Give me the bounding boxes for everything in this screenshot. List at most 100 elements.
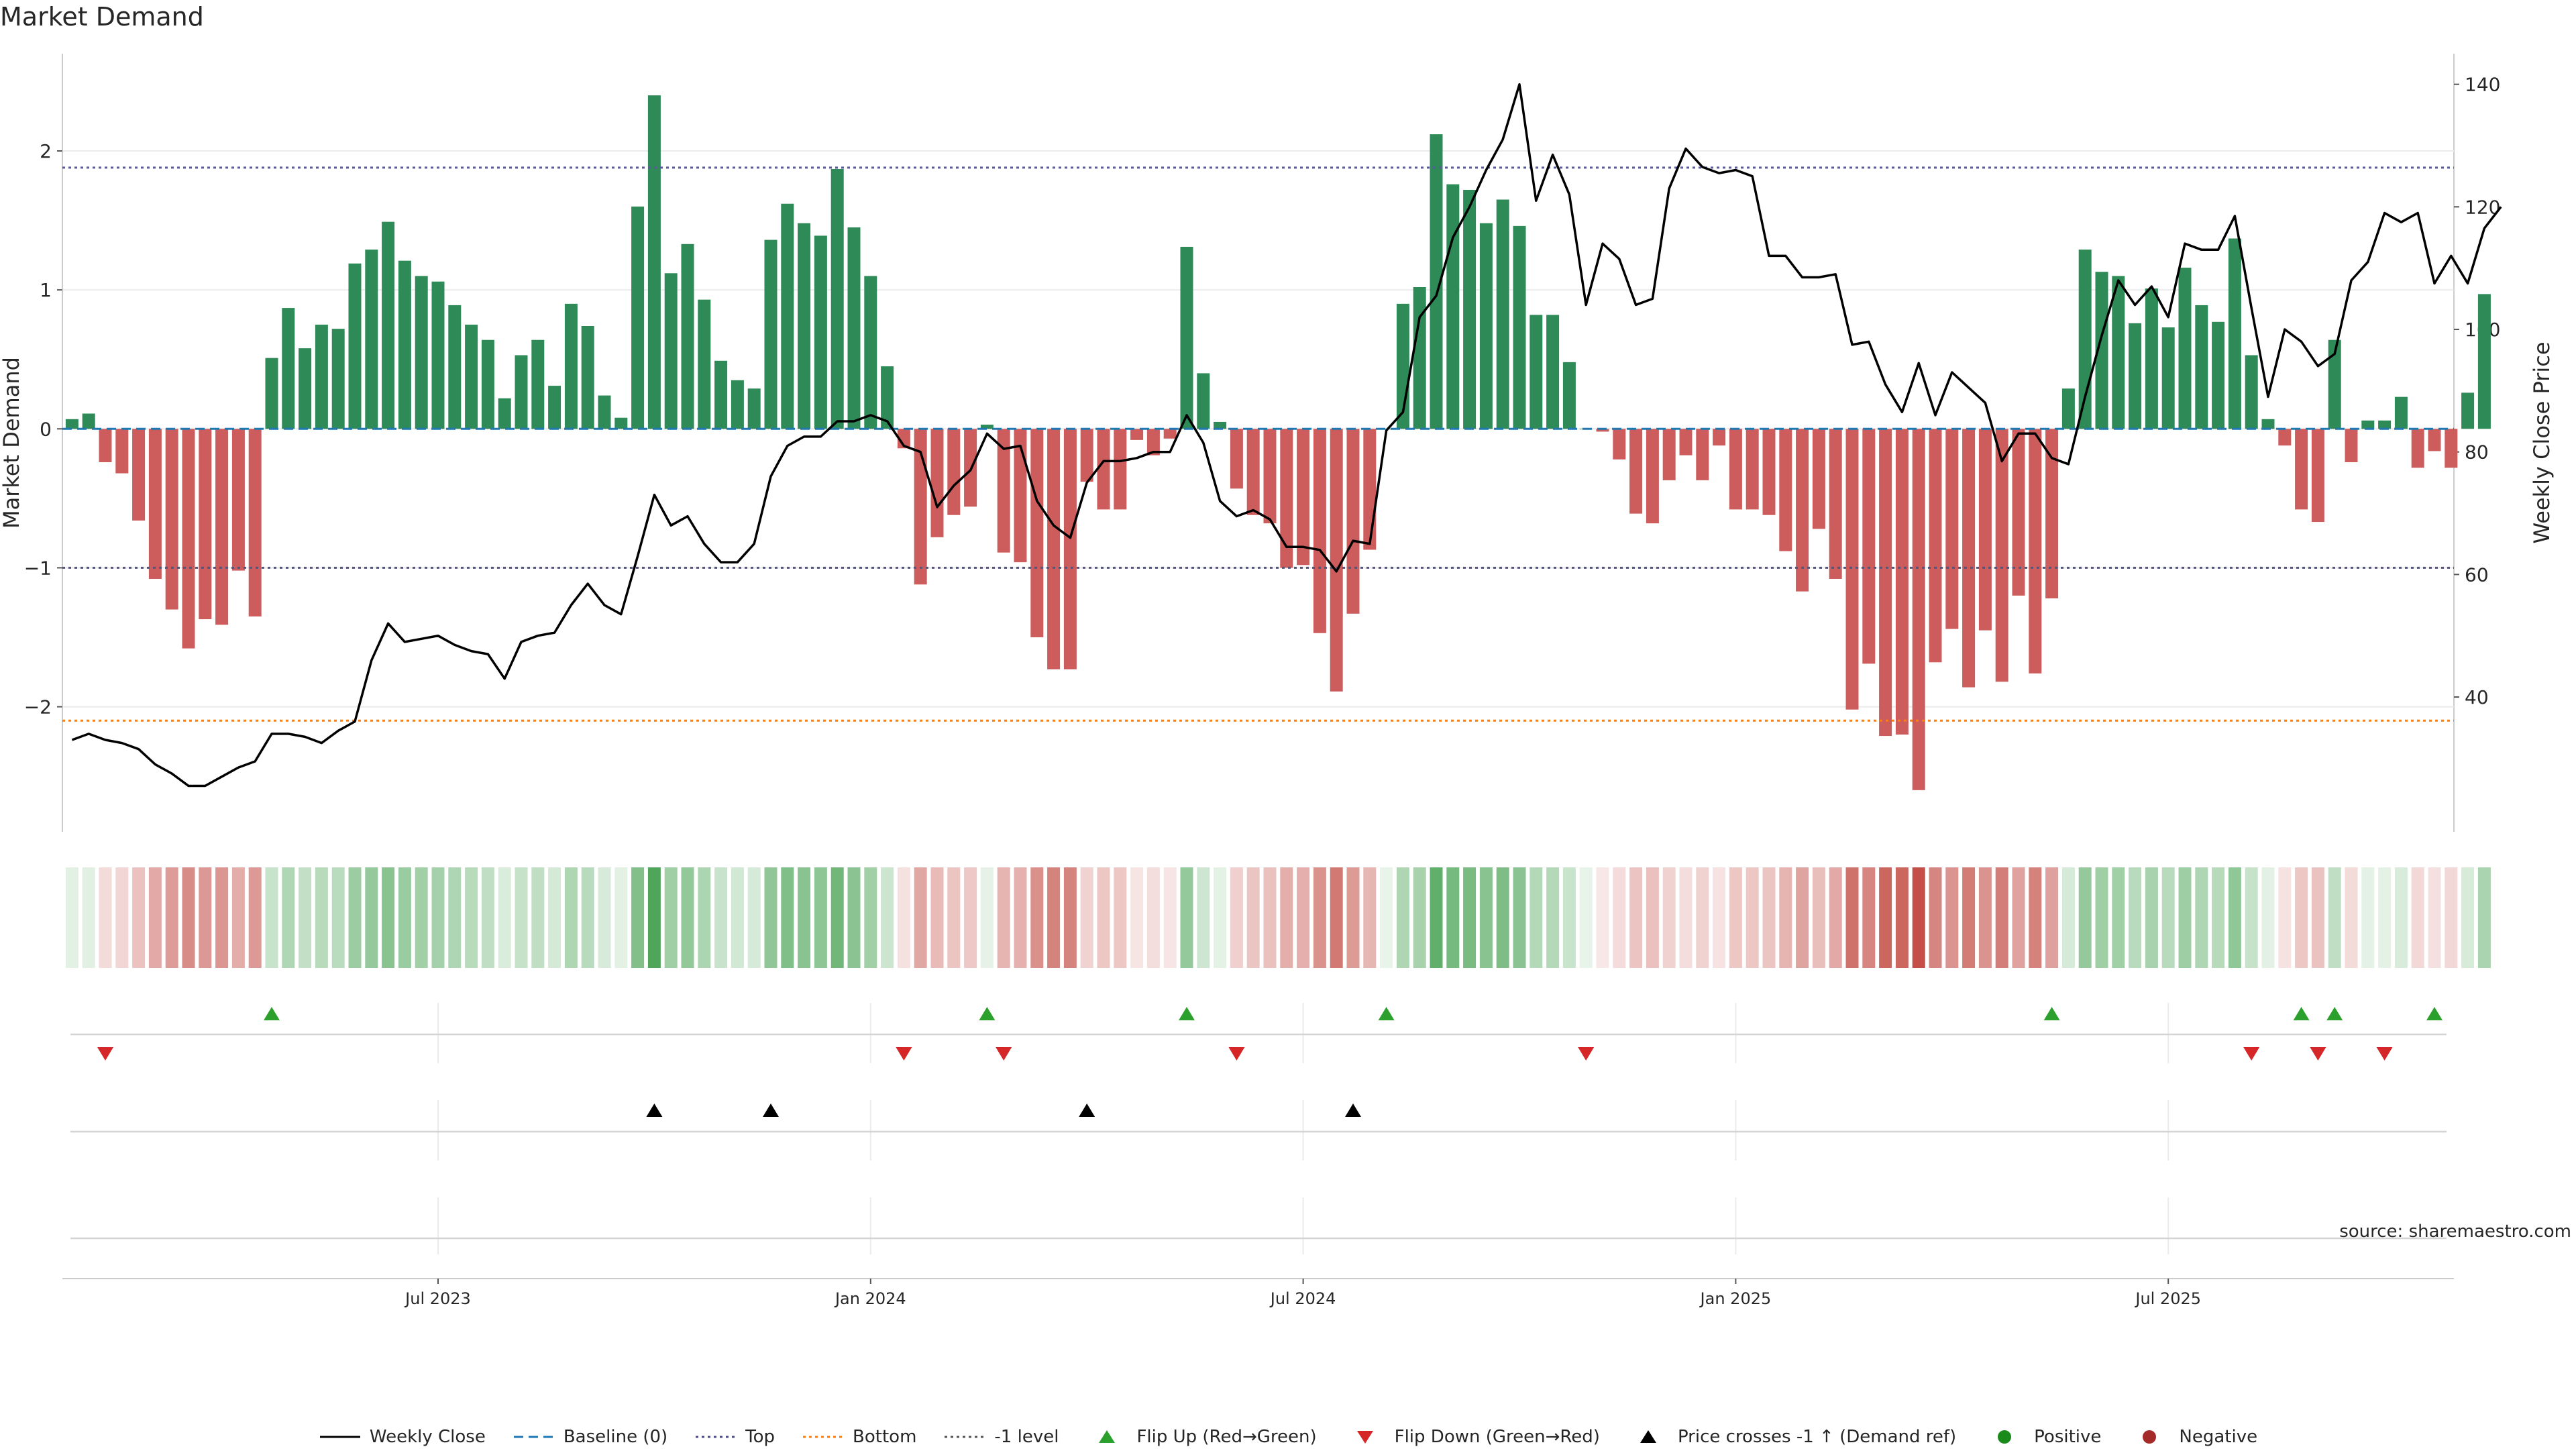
demand-bar xyxy=(1163,429,1177,439)
intensity-cell xyxy=(2178,867,2192,968)
intensity-cell xyxy=(1246,867,1260,968)
flip-up-marker xyxy=(264,1007,280,1020)
intensity-cell xyxy=(465,867,478,968)
demand-bar xyxy=(2411,429,2424,468)
demand-bar xyxy=(148,429,162,579)
demand-bar xyxy=(398,260,411,429)
intensity-cell xyxy=(964,867,977,968)
demand-bar xyxy=(947,429,961,515)
demand-bar xyxy=(980,425,994,429)
intensity-cell xyxy=(1114,867,1127,968)
intensity-cell xyxy=(1662,867,1676,968)
intensity-cell xyxy=(581,867,594,968)
intensity-cell xyxy=(1729,867,1742,968)
intensity-cell xyxy=(99,867,112,968)
intensity-cell xyxy=(1995,867,2008,968)
intensity-cell xyxy=(914,867,927,968)
demand-bar xyxy=(830,168,844,429)
intensity-cell xyxy=(1146,867,1160,968)
demand-bar xyxy=(1762,429,1776,515)
intensity-cell xyxy=(2328,867,2341,968)
intensity-cell xyxy=(1845,867,1859,968)
demand-bar xyxy=(2078,250,2092,429)
intensity-cell xyxy=(1197,867,1210,968)
demand-bar xyxy=(1463,190,1477,429)
x-tick-label: Jul 2024 xyxy=(1269,1289,1336,1308)
intensity-cell xyxy=(1696,867,1709,968)
intensity-cell xyxy=(1080,867,1093,968)
demand-bar xyxy=(1146,429,1160,455)
intensity-cell xyxy=(82,867,95,968)
intensity-cell xyxy=(2078,867,2092,968)
demand-bar xyxy=(82,413,95,429)
demand-bar xyxy=(2278,429,2292,446)
demand-bar xyxy=(531,339,545,429)
intensity-cell xyxy=(265,867,278,968)
demand-bar xyxy=(365,250,378,429)
intensity-cell xyxy=(614,867,628,968)
intensity-cell xyxy=(2477,867,2491,968)
intensity-cell xyxy=(1613,867,1626,968)
legend-swatch-icon xyxy=(513,1436,554,1438)
intensity-cell xyxy=(2045,867,2059,968)
demand-bar xyxy=(564,303,578,429)
demand-bar xyxy=(1080,429,1093,482)
intensity-cell xyxy=(1180,867,1193,968)
demand-bar xyxy=(2012,429,2025,596)
source-caption: source: sharemaestro.com xyxy=(2339,1222,2571,1242)
flip-up-marker xyxy=(979,1007,996,1020)
demand-bar xyxy=(1978,429,1992,631)
legend-item: Baseline (0) xyxy=(513,1427,667,1447)
demand-bar xyxy=(2361,420,2375,429)
intensity-cell xyxy=(431,867,445,968)
demand-bar xyxy=(1063,429,1077,669)
intensity-cell xyxy=(2095,867,2108,968)
demand-bar xyxy=(2461,392,2475,429)
demand-bar xyxy=(1945,429,1959,629)
intensity-cell xyxy=(747,867,761,968)
demand-bar xyxy=(2145,288,2158,429)
intensity-cell xyxy=(764,867,777,968)
demand-bar xyxy=(2328,339,2341,429)
intensity-cell xyxy=(448,867,462,968)
demand-bar xyxy=(2345,429,2358,462)
flip-up-marker xyxy=(1378,1007,1395,1020)
x-tick-label: Jan 2025 xyxy=(1699,1289,1772,1308)
flip-down-marker xyxy=(996,1047,1012,1061)
demand-bar xyxy=(199,429,212,620)
y2-axis-label: Weekly Close Price xyxy=(2529,341,2555,543)
x-tick-label: Jul 2025 xyxy=(2134,1289,2201,1308)
chart-title: Market Demand xyxy=(0,2,204,32)
intensity-cell xyxy=(1396,867,1409,968)
demand-bar xyxy=(2477,294,2491,429)
legend-item: Flip Down (Green→Red) xyxy=(1344,1427,1600,1447)
intensity-cell xyxy=(2461,867,2475,968)
demand-bar xyxy=(1629,429,1643,514)
intensity-cell xyxy=(215,867,229,968)
demand-bar xyxy=(881,366,894,429)
legend-swatch-icon xyxy=(1998,1430,2012,1444)
demand-bar xyxy=(714,360,728,429)
demand-bar xyxy=(1895,429,1909,735)
intensity-cell xyxy=(631,867,645,968)
intensity-cell xyxy=(1047,867,1061,968)
intensity-cell xyxy=(481,867,494,968)
demand-bar xyxy=(864,276,877,429)
intensity-cell xyxy=(714,867,728,968)
demand-bar xyxy=(2029,429,2042,674)
intensity-cell xyxy=(1812,867,1825,968)
y-tick-label: −2 xyxy=(24,696,52,718)
legend-label: Flip Up (Red→Green) xyxy=(1136,1427,1317,1447)
intensity-cell xyxy=(148,867,162,968)
intensity-cell xyxy=(365,867,378,968)
demand-bar xyxy=(448,305,462,429)
demand-bar xyxy=(997,429,1010,553)
demand-bar xyxy=(2378,420,2392,429)
intensity-cell xyxy=(315,867,328,968)
demand-bar xyxy=(814,235,827,429)
intensity-cell xyxy=(1562,867,1576,968)
intensity-cell xyxy=(681,867,694,968)
price-cross-marker xyxy=(646,1104,663,1117)
intensity-cell xyxy=(548,867,561,968)
